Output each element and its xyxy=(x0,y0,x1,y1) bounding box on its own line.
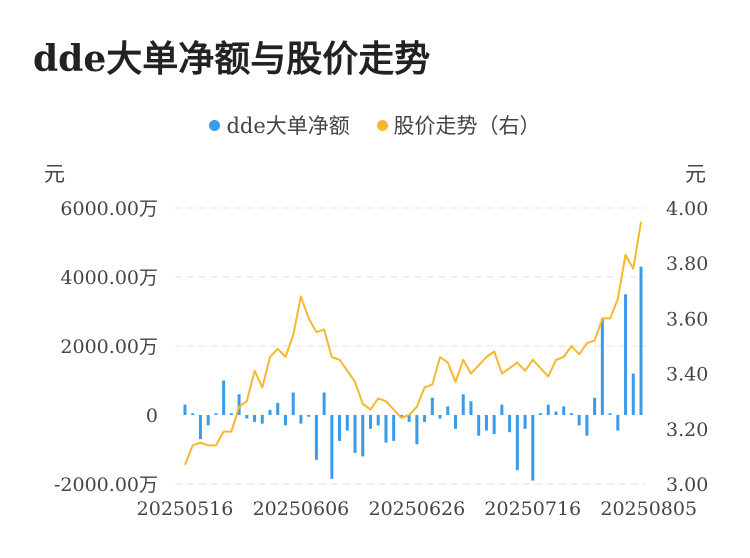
bar xyxy=(500,404,504,415)
bar xyxy=(446,406,450,415)
bar xyxy=(307,415,311,417)
bar xyxy=(191,413,195,415)
bar xyxy=(361,415,365,457)
bar xyxy=(260,415,264,424)
bar xyxy=(624,294,628,415)
bar xyxy=(299,415,303,424)
bar xyxy=(469,401,473,415)
bar xyxy=(593,397,597,415)
legend-dot-price xyxy=(376,120,388,131)
bar xyxy=(508,415,512,433)
left-tick-label: 2000.00万 xyxy=(60,336,158,358)
bar xyxy=(206,415,210,426)
bar xyxy=(237,394,241,415)
bar xyxy=(415,415,419,445)
bar xyxy=(322,392,326,415)
left-axis-unit: 元 xyxy=(44,162,65,186)
bar xyxy=(268,409,272,415)
price-line xyxy=(184,221,642,466)
x-tick-label: 20250805 xyxy=(600,498,697,520)
bar xyxy=(338,415,342,441)
bar xyxy=(399,415,403,417)
bar xyxy=(291,392,295,415)
bar xyxy=(376,415,380,426)
bar xyxy=(454,415,458,429)
bar xyxy=(198,415,202,440)
left-tick-label: 0 xyxy=(146,405,158,427)
right-tick-label: 4.00 xyxy=(666,198,708,220)
bar xyxy=(423,415,427,422)
bar xyxy=(229,413,233,415)
x-tick-label: 20250716 xyxy=(484,498,581,520)
right-tick-label: 3.80 xyxy=(666,253,708,275)
bar xyxy=(222,380,226,415)
left-tick-label: 4000.00万 xyxy=(60,267,158,289)
bar xyxy=(546,404,550,415)
x-tick-label: 20250516 xyxy=(137,498,234,520)
bar xyxy=(639,266,643,415)
bar xyxy=(608,413,612,415)
bar xyxy=(438,415,442,419)
bar xyxy=(283,415,287,426)
bar xyxy=(600,318,604,415)
legend: dde大单净额 股价走势（右） xyxy=(0,110,750,140)
x-tick-label: 20250606 xyxy=(253,498,350,520)
bar xyxy=(554,411,558,415)
bar xyxy=(461,394,465,415)
bar xyxy=(539,413,543,415)
left-tick-label: 6000.00万 xyxy=(60,198,158,220)
bar xyxy=(430,397,434,415)
right-tick-label: 3.20 xyxy=(666,419,708,441)
bar xyxy=(392,415,396,441)
bar xyxy=(353,415,357,453)
legend-label-price: 股价走势（右） xyxy=(393,114,541,138)
bar xyxy=(407,415,411,422)
bar xyxy=(183,404,187,415)
bar xyxy=(384,415,388,443)
legend-label-dde: dde大单净额 xyxy=(226,114,350,138)
bar xyxy=(368,415,372,429)
bar xyxy=(492,415,496,434)
bar xyxy=(585,415,589,436)
bar xyxy=(253,415,257,422)
bar xyxy=(577,415,581,426)
bar xyxy=(330,415,334,479)
right-tick-label: 3.00 xyxy=(666,474,708,496)
legend-item-price[interactable]: 股价走势（右） xyxy=(376,110,541,140)
bar xyxy=(631,373,635,415)
left-tick-label: -2000.00万 xyxy=(54,474,158,496)
bar xyxy=(245,415,249,419)
right-axis-unit: 元 xyxy=(685,162,706,186)
bar xyxy=(477,415,481,436)
bar xyxy=(345,415,349,431)
chart-title: dde大单净额与股价走势 xyxy=(33,38,431,80)
bar xyxy=(562,406,566,415)
bar xyxy=(276,402,280,415)
x-tick-label: 20250626 xyxy=(369,498,466,520)
bar xyxy=(314,415,318,460)
bar xyxy=(515,415,519,471)
bar xyxy=(484,415,488,431)
bar xyxy=(616,415,620,431)
bar xyxy=(523,415,527,429)
right-tick-label: 3.60 xyxy=(666,308,708,330)
legend-dot-dde xyxy=(209,120,221,131)
bar xyxy=(569,413,573,415)
bar xyxy=(531,415,535,481)
legend-item-dde[interactable]: dde大单净额 xyxy=(209,110,350,140)
right-tick-label: 3.40 xyxy=(666,364,708,386)
bar xyxy=(214,413,218,415)
